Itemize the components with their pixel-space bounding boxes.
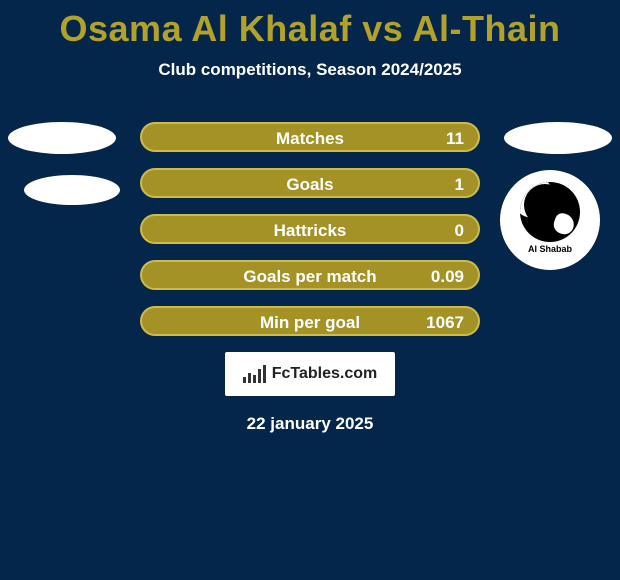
swirl-icon	[520, 182, 580, 242]
stat-value: 0	[455, 216, 464, 246]
stat-row: Goals 1	[140, 168, 480, 198]
page-title: Osama Al Khalaf vs Al-Thain	[0, 0, 620, 50]
stat-value: 0.09	[431, 262, 464, 292]
stat-row: Goals per match 0.09	[140, 260, 480, 290]
comparison-card: Osama Al Khalaf vs Al-Thain Club competi…	[0, 0, 620, 580]
stat-row: Min per goal 1067	[140, 306, 480, 336]
team-logo-label: Al Shabab	[528, 244, 572, 254]
stat-row: Matches 11	[140, 122, 480, 152]
stat-value: 1	[455, 170, 464, 200]
date-text: 22 january 2025	[0, 414, 620, 434]
decorative-oval-left-2	[24, 175, 120, 205]
subtitle: Club competitions, Season 2024/2025	[0, 60, 620, 80]
stat-label: Matches	[142, 124, 478, 154]
bar-chart-icon	[243, 365, 266, 383]
stat-label: Goals	[142, 170, 478, 200]
stat-row: Hattricks 0	[140, 214, 480, 244]
branding-text: FcTables.com	[272, 365, 378, 383]
stat-value: 11	[446, 124, 464, 154]
stat-value: 1067	[426, 308, 464, 338]
team-logo-right: Al Shabab	[500, 170, 600, 270]
decorative-oval-right-1	[504, 122, 612, 154]
branding-badge: FcTables.com	[225, 352, 395, 396]
stat-label: Goals per match	[142, 262, 478, 292]
stat-label: Hattricks	[142, 216, 478, 246]
decorative-oval-left-1	[8, 122, 116, 154]
